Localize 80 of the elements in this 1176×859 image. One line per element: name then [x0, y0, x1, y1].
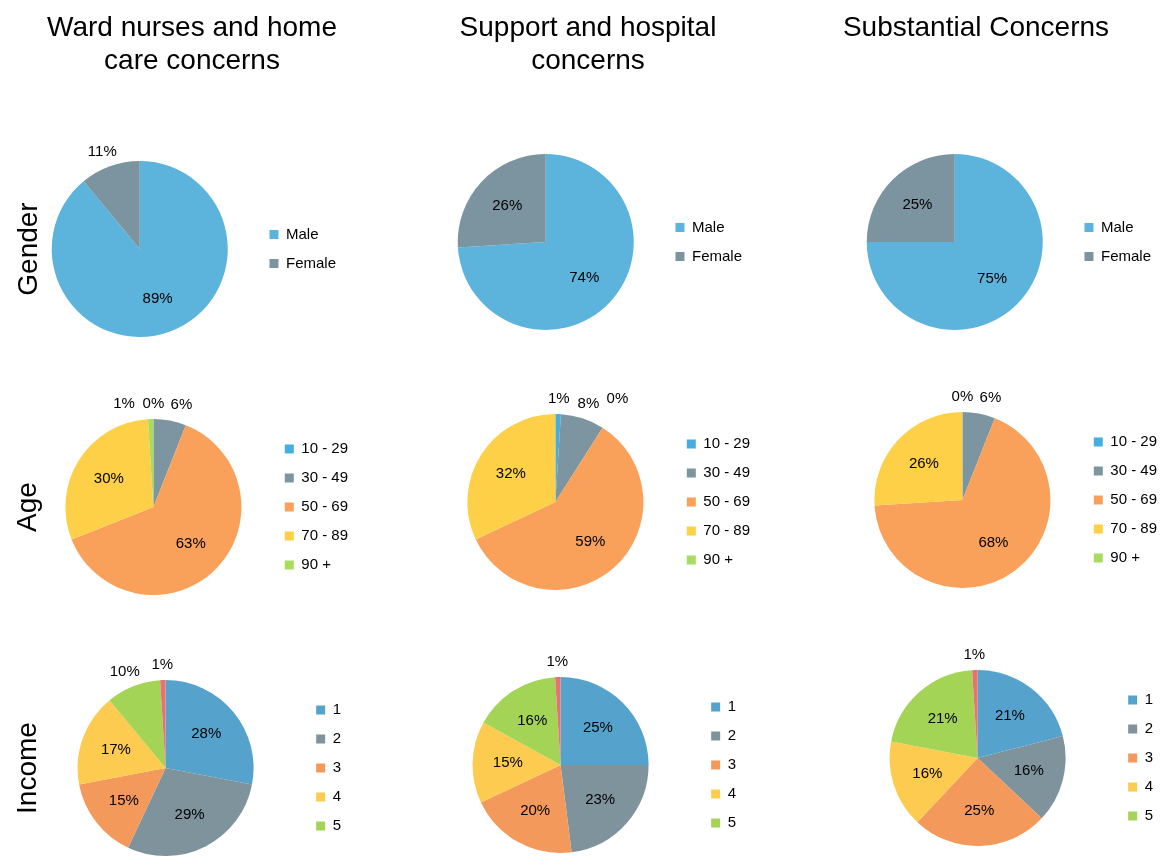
legend-label: Female — [1101, 246, 1152, 264]
text: 0% — [951, 386, 973, 404]
legend-label: 3 — [333, 758, 342, 776]
legend-label: 1 — [728, 697, 737, 715]
legend-label: 90 + — [702, 550, 733, 568]
data-label: 1% — [547, 388, 570, 406]
legend-label: 50 - 69 — [300, 497, 348, 515]
legend-label: Female — [692, 246, 743, 264]
data-label: 25% — [902, 194, 933, 212]
data-label: 28% — [191, 724, 222, 742]
data-label: 10% — [110, 661, 141, 679]
data-label: 74% — [569, 268, 600, 286]
legend-label: Female — [286, 253, 337, 271]
legend-label: 1 — [1145, 690, 1154, 708]
data-label: 23% — [585, 790, 616, 808]
legend-label: 90 + — [300, 555, 331, 573]
legend-label: 10 - 29 — [1109, 432, 1157, 450]
data-label: 1% — [151, 654, 174, 672]
data-label: 25% — [583, 717, 614, 735]
legend-label: 30 - 49 — [1109, 461, 1157, 479]
legend-label: 90 + — [1109, 548, 1140, 566]
legend-label: 3 — [1145, 748, 1154, 766]
data-label: 16% — [517, 710, 548, 728]
data-label: 8% — [577, 393, 599, 411]
data-label: 26% — [492, 196, 523, 213]
data-label: 1% — [546, 651, 569, 669]
data-label: 16% — [1014, 761, 1045, 779]
legend-label: 5 — [728, 813, 737, 831]
data-label: 6% — [170, 395, 192, 413]
chart-title: Ward nurses and home care concerns — [46, 10, 338, 76]
data-label: 89% — [142, 288, 173, 306]
legend-label: 5 — [333, 816, 342, 834]
data-label: 11% — [88, 141, 118, 159]
data-label: 32% — [495, 463, 526, 481]
data-label: 68% — [978, 532, 1009, 550]
data-label: 1% — [963, 644, 986, 662]
text: Gender — [11, 202, 44, 296]
legend-label: 2 — [728, 726, 737, 744]
legend-label: 30 - 49 — [300, 468, 348, 486]
legend-label: 2 — [333, 729, 342, 747]
legend-label: Male — [1101, 217, 1134, 235]
data-label: 75% — [977, 269, 1008, 287]
legend-label: 4 — [333, 787, 342, 805]
data-label: 21% — [928, 708, 959, 726]
legend-label: 50 - 69 — [1109, 490, 1157, 508]
legend-label: 2 — [1145, 719, 1154, 737]
text: Income — [10, 722, 43, 814]
data-label: 30% — [93, 468, 124, 486]
data-label: 16% — [912, 764, 943, 782]
data-label: 15% — [493, 753, 524, 771]
data-label: 21% — [995, 706, 1026, 724]
legend-label: 50 - 69 — [702, 492, 750, 510]
legend-label: 70 - 89 — [300, 526, 348, 544]
legend-label: 4 — [1145, 777, 1154, 795]
data-label: 29% — [174, 805, 205, 823]
legend-label: 70 - 89 — [1109, 519, 1157, 537]
data-label: 59% — [574, 531, 605, 549]
text: 0% — [142, 393, 164, 411]
data-label: 15% — [109, 790, 140, 808]
data-label: 63% — [175, 534, 206, 552]
legend-label: 30 - 49 — [702, 463, 750, 481]
data-label: 6% — [979, 388, 1001, 406]
legend-label: Male — [692, 217, 725, 235]
legend-label: 10 - 29 — [702, 434, 750, 452]
data-label: 20% — [520, 801, 551, 819]
legend-label: 10 - 29 — [300, 439, 348, 457]
legend-label: 5 — [1145, 806, 1154, 824]
data-label: 17% — [101, 740, 132, 758]
legend-label: 4 — [728, 784, 737, 802]
chart-title: Substantial Concerns — [841, 10, 1111, 43]
text: 0% — [606, 388, 628, 406]
data-label: 26% — [908, 454, 939, 471]
legend-label: Male — [286, 224, 319, 242]
text: Age — [10, 482, 43, 532]
chart-title: Support and hospital concerns — [458, 10, 718, 76]
data-label: 1% — [112, 393, 135, 411]
data-label: 25% — [964, 800, 995, 818]
legend-label: 3 — [728, 755, 737, 773]
legend-label: 70 - 89 — [702, 521, 750, 539]
legend-label: 1 — [333, 700, 342, 718]
